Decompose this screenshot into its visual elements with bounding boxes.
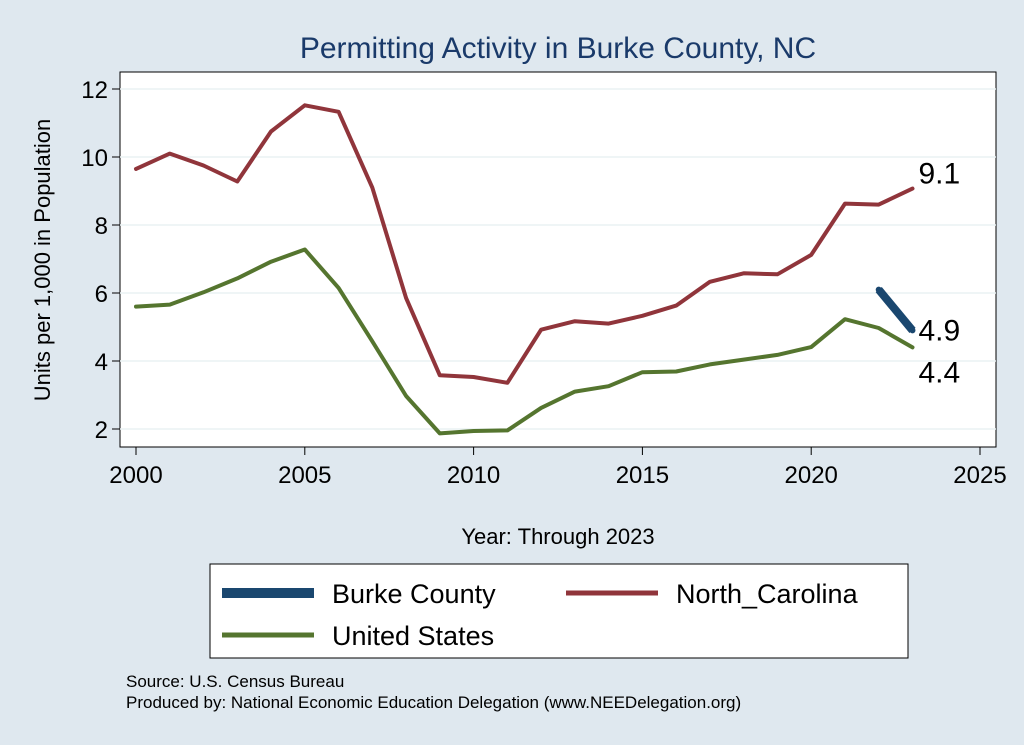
- data-point-united-states: [337, 286, 341, 290]
- data-point-north-carolina: [877, 203, 881, 207]
- x-tick-label: 2010: [447, 462, 500, 489]
- data-point-united-states: [269, 260, 273, 264]
- data-point-united-states: [910, 345, 914, 349]
- data-point-north-carolina: [910, 187, 914, 191]
- data-point-united-states: [370, 339, 374, 343]
- y-tick-label: 2: [95, 417, 108, 444]
- y-axis-title: Units per 1,000 in Population: [30, 119, 55, 402]
- legend: Burke County North_Carolina United States: [222, 579, 859, 651]
- y-tick-label: 8: [95, 213, 108, 240]
- data-point-united-states: [809, 345, 813, 349]
- data-point-united-states: [235, 276, 239, 280]
- x-tick-label: 2020: [785, 462, 838, 489]
- data-point-north-carolina: [438, 373, 442, 377]
- y-tick-label: 6: [95, 281, 108, 308]
- data-point-north-carolina: [640, 314, 644, 318]
- data-point-united-states: [168, 303, 172, 307]
- data-point-north-carolina: [742, 271, 746, 275]
- data-point-north-carolina: [843, 202, 847, 206]
- end-label-united-states: 4.4: [918, 356, 960, 389]
- data-point-north-carolina: [775, 272, 779, 276]
- data-point-united-states: [843, 317, 847, 321]
- x-tick-label: 2005: [278, 462, 331, 489]
- legend-label-north-carolina: North_Carolina: [676, 579, 859, 609]
- plot-area: [119, 71, 997, 448]
- grid-lines: [120, 88, 996, 430]
- data-point-north-carolina: [708, 280, 712, 284]
- data-point-north-carolina: [573, 319, 577, 323]
- data-point-north-carolina: [269, 130, 273, 133]
- data-point-united-states: [775, 353, 779, 357]
- data-point-united-states: [607, 384, 611, 388]
- data-point-north-carolina: [505, 381, 509, 385]
- end-label-burke-county: 4.9: [918, 314, 960, 347]
- data-point-united-states: [505, 428, 509, 432]
- data-point-north-carolina: [404, 296, 408, 300]
- data-point-north-carolina: [202, 164, 206, 167]
- data-point-north-carolina: [168, 152, 172, 156]
- data-point-north-carolina: [674, 304, 678, 308]
- data-point-united-states: [404, 394, 408, 398]
- series-line-united-states: [134, 247, 915, 436]
- data-point-united-states: [134, 305, 138, 309]
- end-labels: 4.9 9.1 4.4: [918, 158, 960, 390]
- legend-label-burke-county: Burke County: [332, 579, 496, 609]
- data-point-united-states: [303, 247, 307, 251]
- data-point-united-states: [877, 326, 881, 330]
- series-line-north-carolina: [134, 103, 915, 385]
- series-line-burke-county: [875, 287, 916, 333]
- x-tick-label: 2025: [953, 462, 1006, 489]
- y-tick-label: 10: [81, 145, 108, 172]
- data-point-united-states: [742, 358, 746, 362]
- data-point-north-carolina: [134, 167, 138, 171]
- series-lines: [134, 103, 916, 436]
- x-axis-title: Year: Through 2023: [461, 524, 654, 549]
- data-point-north-carolina: [303, 103, 307, 107]
- data-point-north-carolina: [809, 253, 813, 257]
- y-tick-label: 4: [95, 349, 108, 376]
- axis-ticks: 2 4 6 8 10 12 2000 2005 2010 2015 2020 2025: [81, 77, 1006, 489]
- data-point-burke-county: [875, 286, 882, 293]
- data-point-north-carolina: [337, 110, 341, 114]
- data-point-united-states: [640, 370, 644, 374]
- data-point-north-carolina: [370, 186, 374, 190]
- source-note: Source: U.S. Census Bureau: [126, 672, 344, 691]
- y-tick-label: 12: [81, 77, 108, 104]
- data-point-united-states: [202, 290, 206, 294]
- x-tick-label: 2015: [616, 462, 669, 489]
- data-point-united-states: [708, 362, 712, 366]
- end-label-north-carolina: 9.1: [918, 158, 960, 191]
- data-point-united-states: [472, 429, 476, 433]
- data-point-united-states: [674, 370, 678, 374]
- data-point-north-carolina: [235, 179, 239, 183]
- data-point-north-carolina: [607, 322, 611, 326]
- producer-note: Produced by: National Economic Education…: [126, 693, 741, 712]
- x-tick-label: 2000: [109, 462, 162, 489]
- chart-title: Permitting Activity in Burke County, NC: [300, 32, 816, 65]
- legend-box: [209, 563, 909, 659]
- data-point-united-states: [539, 406, 543, 410]
- data-point-north-carolina: [472, 375, 476, 379]
- data-point-north-carolina: [539, 328, 543, 332]
- legend-label-united-states: United States: [332, 621, 494, 651]
- data-point-united-states: [438, 431, 442, 435]
- data-point-united-states: [573, 390, 577, 394]
- data-point-burke-county: [909, 327, 916, 334]
